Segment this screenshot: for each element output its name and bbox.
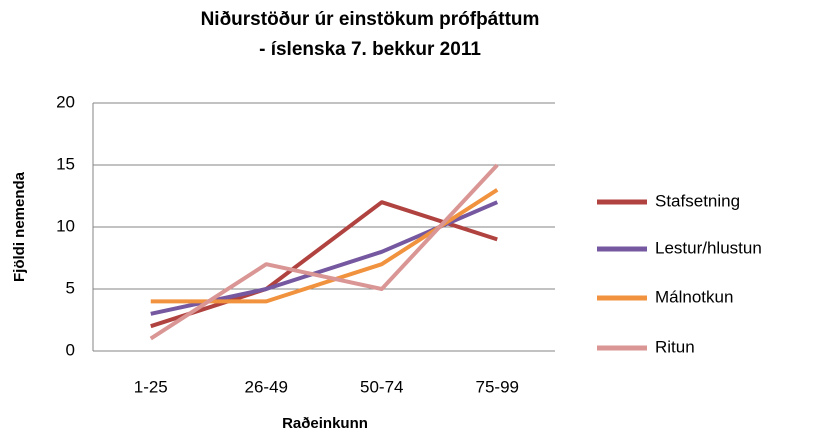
y-tick-label: 15 (56, 154, 75, 173)
x-tick-label: 50-74 (360, 377, 403, 396)
chart-subtitle: - íslenska 7. bekkur 2011 (259, 39, 481, 60)
y-tick-label: 10 (56, 216, 75, 235)
x-tick-label: 26-49 (245, 377, 288, 396)
y-axis-title: Fjöldi nemenda (11, 171, 28, 282)
series-line (150, 200, 498, 329)
legend-label: Stafsetning (655, 191, 740, 210)
series-line (149, 163, 499, 341)
legend-label: Málnotkun (655, 287, 733, 306)
y-tick-label: 20 (56, 92, 75, 111)
legend-label: Ritun (655, 337, 695, 356)
x-tick-label: 1-25 (134, 377, 168, 396)
x-tick-label: 75-99 (476, 377, 519, 396)
y-tick-label: 5 (66, 278, 75, 297)
x-axis-title: Raðeinkunn (282, 415, 368, 432)
y-tick-label: 0 (66, 340, 75, 359)
chart-title: Niðurstöður úr einstökum prófþáttum (201, 9, 540, 30)
legend-label: Lestur/hlustun (655, 238, 762, 257)
